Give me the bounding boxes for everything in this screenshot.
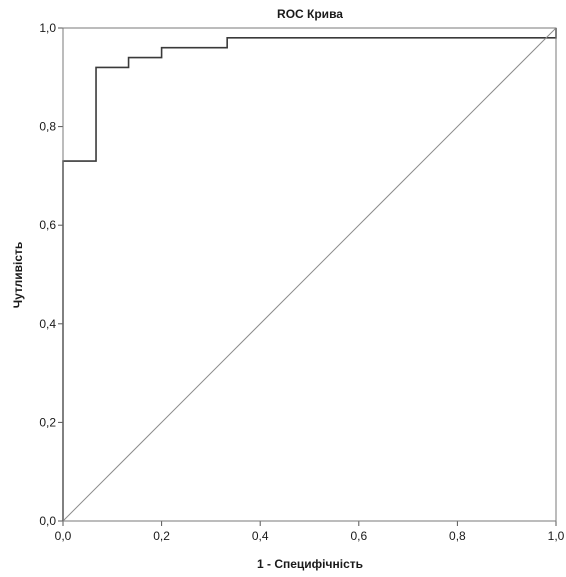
y-tick-label: 0,4 — [39, 317, 56, 331]
x-tick-label: 0,4 — [252, 529, 269, 543]
y-tick-label: 0,6 — [39, 218, 56, 232]
chart-title: ROC Крива — [277, 7, 343, 21]
lines-layer — [62, 27, 557, 522]
x-tick-label: 0,0 — [55, 529, 72, 543]
y-axis-title: Чутливість — [11, 242, 25, 309]
x-axis-title: 1 - Специфічність — [257, 557, 363, 571]
y-tick-label: 0,8 — [39, 120, 56, 134]
x-tick-label: 0,2 — [153, 529, 170, 543]
x-tick-label: 1,0 — [548, 529, 565, 543]
roc-curve-line — [62, 28, 557, 521]
y-tick-label: 1,0 — [39, 21, 56, 35]
x-tick-label: 0,8 — [449, 529, 466, 543]
y-tick-label: 0,0 — [39, 514, 56, 528]
plot-frame — [62, 27, 557, 522]
ticks-layer: 0,0 0,2 0,4 0,6 0,8 1,0 0,0 0,2 0,4 0,6 0,8 1,0 — [39, 21, 564, 543]
y-tick-label: 0,2 — [39, 415, 56, 429]
reference-diagonal-line — [62, 27, 557, 522]
x-tick-label: 0,6 — [350, 529, 367, 543]
